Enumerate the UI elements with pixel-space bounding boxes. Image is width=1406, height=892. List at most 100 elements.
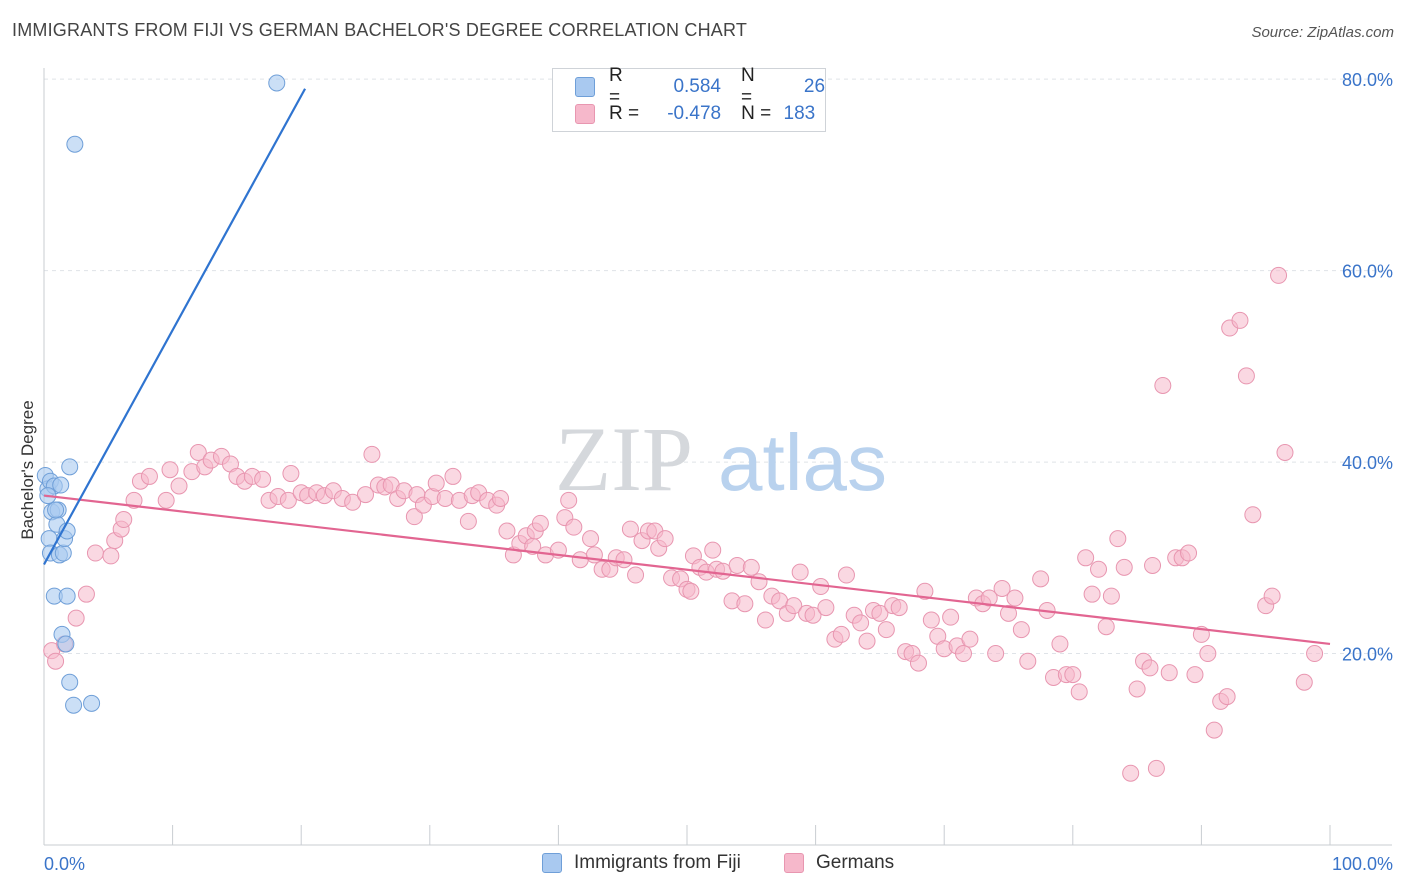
germans-point xyxy=(170,477,188,495)
germans-point xyxy=(954,645,972,663)
germans-point xyxy=(1115,558,1133,576)
germans-point xyxy=(565,518,583,536)
germans-point xyxy=(1306,645,1324,663)
germans-point xyxy=(189,444,207,461)
germans-point xyxy=(254,470,272,488)
tick-labels: 20.0% 40.0% 60.0% 80.0% 0.0% 100.0% xyxy=(44,70,1393,874)
germans-point xyxy=(1231,311,1249,329)
germans-point xyxy=(1144,556,1162,574)
germans-point xyxy=(427,474,445,492)
germans-point xyxy=(1244,506,1262,524)
germans-point xyxy=(728,556,746,574)
germans-point xyxy=(1083,585,1101,603)
watermark-zip: ZIP xyxy=(555,408,693,510)
fiji-point xyxy=(83,694,101,712)
germans-point xyxy=(1019,652,1037,670)
germans-point xyxy=(1295,673,1313,691)
germans-point xyxy=(1122,764,1140,782)
y-axis-label: Bachelor's Degree xyxy=(18,400,37,539)
germans-point xyxy=(858,632,876,650)
germans-point xyxy=(1154,376,1172,394)
germans-point xyxy=(791,563,809,581)
germans-point xyxy=(942,608,960,626)
fiji-point xyxy=(61,673,79,691)
y-tick-label: 40.0% xyxy=(1342,453,1393,473)
germans-point xyxy=(125,491,143,509)
legend-r-value: 0.584 xyxy=(673,76,721,97)
germans-point xyxy=(582,530,600,548)
y-tick-label: 80.0% xyxy=(1342,70,1393,90)
germans-point xyxy=(987,645,1005,663)
germans-point xyxy=(1180,544,1198,562)
germans-point xyxy=(1032,570,1050,588)
axes xyxy=(43,68,1392,846)
germans-point xyxy=(1109,530,1127,548)
legend-n-label: N = xyxy=(740,65,755,108)
germans-point xyxy=(837,566,855,584)
germans-point xyxy=(1199,645,1217,663)
legend-n-label: N = xyxy=(741,103,772,124)
bottom-legend-germans: Germans xyxy=(784,852,894,874)
fiji-point xyxy=(61,458,79,476)
fiji-point xyxy=(47,501,65,519)
fiji-swatch xyxy=(542,853,562,873)
fiji-swatch xyxy=(575,77,595,97)
germans-point xyxy=(436,489,454,507)
germans-point xyxy=(1102,587,1120,605)
fiji-point xyxy=(58,587,76,605)
germans-point xyxy=(714,562,732,580)
germans-point xyxy=(459,512,477,530)
germans-point xyxy=(1006,589,1024,607)
germans-point xyxy=(909,654,927,672)
germans-point xyxy=(161,461,179,479)
germans-point xyxy=(736,595,754,613)
germans-point xyxy=(961,630,979,648)
germans-point xyxy=(560,491,578,509)
germans-point xyxy=(682,582,700,600)
germans-point xyxy=(1205,721,1223,739)
germans-point xyxy=(1128,680,1146,698)
germans-point xyxy=(1237,367,1255,385)
legend-row-fiji: R = 0.584 N = 26 xyxy=(575,65,826,108)
fiji-points xyxy=(36,74,286,714)
germans-point xyxy=(1276,444,1294,461)
germans-point xyxy=(916,582,934,600)
germans-point xyxy=(282,465,300,483)
germans-point xyxy=(852,614,870,632)
fiji-point xyxy=(52,476,70,494)
legend-r-label: R = xyxy=(609,103,640,124)
y-tick-label: 60.0% xyxy=(1342,262,1393,282)
legend-box: R = 0.584 N = 26 R = -0.478 N = 183 xyxy=(552,65,826,132)
germans-point xyxy=(704,541,722,559)
fiji-point xyxy=(268,74,286,92)
germans-point xyxy=(832,625,850,643)
germans-point xyxy=(77,585,95,603)
bottom-legend-fiji-label: Immigrants from Fiji xyxy=(574,852,741,873)
germans-point xyxy=(627,566,645,584)
germans-point xyxy=(1147,759,1165,777)
germans-point xyxy=(405,508,423,526)
germans-point xyxy=(1263,587,1281,605)
germans-point xyxy=(571,551,589,569)
bottom-legend-fiji: Immigrants from Fiji xyxy=(542,852,741,874)
germans-point xyxy=(922,611,940,629)
bottom-legend: Immigrants from Fiji Germans xyxy=(0,852,1406,878)
fiji-point xyxy=(66,135,84,153)
germans-point xyxy=(444,467,462,485)
germans-point xyxy=(804,606,822,624)
germans-point xyxy=(1077,549,1095,567)
y-tick-label: 20.0% xyxy=(1342,645,1393,665)
fiji-trend-line xyxy=(43,88,307,566)
bottom-legend-germans-label: Germans xyxy=(816,852,895,873)
germans-point xyxy=(344,493,362,511)
x-tick-label: 100.0% xyxy=(1332,854,1393,874)
germans-point xyxy=(140,467,158,485)
germans-point xyxy=(498,522,516,540)
legend-r-value: -0.478 xyxy=(667,103,722,124)
germans-point xyxy=(67,609,85,627)
germans-point xyxy=(86,544,104,562)
legend-r-label: R = xyxy=(608,65,623,108)
germans-point xyxy=(1097,618,1115,636)
legend-n-value: 26 xyxy=(803,76,826,97)
